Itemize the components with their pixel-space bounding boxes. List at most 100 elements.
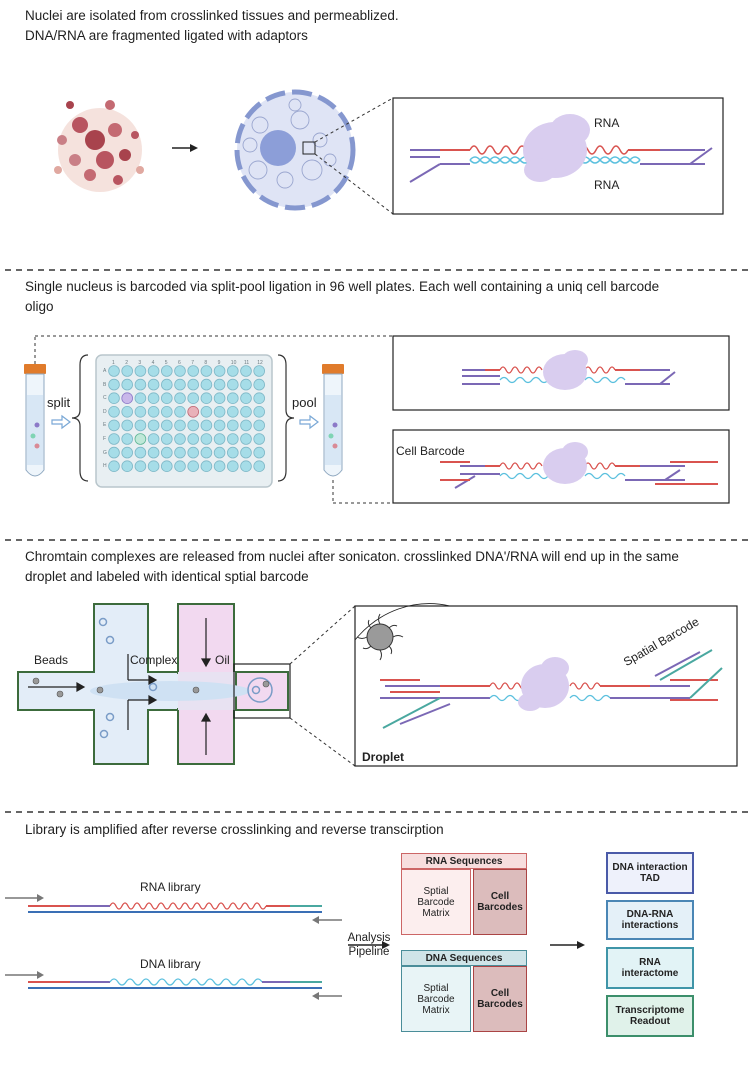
plate-well bbox=[174, 378, 186, 391]
output-rna-interactome: RNA interactome bbox=[606, 947, 694, 989]
plate-well bbox=[121, 433, 133, 445]
plate-col-label: 7 bbox=[191, 360, 194, 366]
plate-well bbox=[174, 365, 186, 377]
plate-well bbox=[108, 446, 120, 459]
plate-well bbox=[253, 365, 266, 377]
plate-well bbox=[240, 378, 252, 391]
dna-matrix-line3: Matrix bbox=[422, 1004, 450, 1016]
plate-well bbox=[240, 365, 252, 377]
plate-col-label: 5 bbox=[164, 360, 168, 366]
plate-well bbox=[213, 392, 226, 405]
output1-line1: DNA interaction bbox=[612, 862, 688, 873]
bead-icon bbox=[356, 613, 404, 661]
plate-well bbox=[227, 392, 239, 405]
plate-row-label: E bbox=[103, 422, 107, 429]
plate-well bbox=[121, 419, 133, 432]
plate-well bbox=[227, 378, 239, 391]
analysis-label: Analysis bbox=[347, 932, 391, 944]
rna-library-graphic bbox=[5, 894, 342, 924]
rna-matrix-line3: Matrix bbox=[422, 907, 450, 919]
rna-cell-line1: Cell bbox=[490, 891, 510, 902]
dna-library-label: DNA library bbox=[140, 957, 201, 971]
output3-line2: interactome bbox=[621, 968, 679, 979]
plate-well bbox=[147, 419, 160, 432]
plate-well bbox=[227, 365, 239, 377]
output-transcriptome-readout: Transcriptome Readout bbox=[606, 995, 694, 1037]
plate-well bbox=[240, 446, 252, 459]
plate-well bbox=[253, 433, 266, 445]
complex-2b bbox=[440, 442, 718, 489]
plate-well bbox=[161, 446, 173, 459]
rna-matrix-line1: Sptial bbox=[423, 885, 449, 897]
plate-well bbox=[240, 405, 252, 418]
plate-well bbox=[161, 433, 173, 445]
plate-well bbox=[200, 460, 213, 473]
plate-well bbox=[187, 446, 200, 459]
plate-well bbox=[147, 365, 160, 377]
dna-sequences-header: DNA Sequences bbox=[401, 950, 527, 966]
complex-2a bbox=[462, 350, 676, 390]
rna-sequences-header: RNA Sequences bbox=[401, 853, 527, 869]
section2-title-line1: Single nucleus is barcoded via split-poo… bbox=[25, 279, 660, 294]
cell-barcode-label: Cell Barcode bbox=[396, 444, 465, 458]
plate-well bbox=[187, 433, 200, 445]
output4-line2: Readout bbox=[630, 1016, 670, 1027]
dna-cell-barcodes-box: Cell Barcodes bbox=[473, 966, 527, 1032]
dna-matrix-box: Sptial Barcode Matrix bbox=[401, 966, 471, 1032]
plate-well bbox=[213, 419, 226, 432]
96-well-plate bbox=[95, 354, 273, 488]
output-dna-rna-interactions: DNA-RNA interactions bbox=[606, 900, 694, 940]
plate-well bbox=[121, 378, 133, 391]
oil-label: Oil bbox=[215, 653, 230, 667]
plate-row-label: H bbox=[103, 463, 107, 470]
plate-well bbox=[134, 460, 147, 473]
microfluidic-chip bbox=[17, 603, 291, 765]
plate-well bbox=[213, 446, 226, 459]
section-dividers bbox=[5, 269, 752, 813]
plate-col-label: 3 bbox=[138, 360, 142, 366]
plate-well bbox=[213, 460, 226, 473]
plate-well bbox=[174, 392, 186, 405]
plate-well bbox=[227, 405, 239, 418]
plate-well bbox=[161, 405, 173, 418]
plate-row-label: C bbox=[103, 395, 107, 402]
dna-matrix-line2: Barcode bbox=[417, 993, 455, 1005]
plate-well bbox=[108, 433, 120, 445]
nucleus-icon bbox=[234, 89, 356, 211]
tube-left bbox=[24, 364, 46, 477]
plate-well bbox=[240, 460, 252, 473]
plate-well bbox=[161, 378, 173, 391]
rna-label-bottom: RNA bbox=[594, 178, 620, 192]
plate-well bbox=[200, 378, 213, 391]
plate-well bbox=[161, 392, 173, 405]
plate-well bbox=[134, 378, 147, 391]
rna-cell-barcodes-box: Cell Barcodes bbox=[473, 869, 527, 935]
plate-well bbox=[187, 419, 200, 432]
plate-well bbox=[200, 392, 213, 405]
pool-label: pool bbox=[292, 395, 317, 410]
plate-well bbox=[108, 419, 120, 432]
section3-title-line2: droplet and labeled with identical sptia… bbox=[25, 569, 309, 584]
split-label: split bbox=[47, 395, 71, 410]
plate-well bbox=[174, 446, 186, 459]
plate-well bbox=[174, 405, 186, 418]
plate-col-label: 8 bbox=[204, 360, 208, 366]
plate-well bbox=[134, 392, 147, 405]
plate-well bbox=[174, 419, 186, 432]
plate-well bbox=[147, 433, 160, 445]
plate-well bbox=[147, 405, 160, 418]
output-dna-interaction-tad: DNA interaction TAD bbox=[606, 852, 694, 894]
plate-well bbox=[213, 378, 226, 391]
output4-line1: Transcriptome bbox=[615, 1005, 685, 1016]
plate-well bbox=[227, 419, 239, 432]
dna-cell-line2: Barcodes bbox=[477, 999, 523, 1010]
plate-well bbox=[134, 433, 147, 445]
plate-well bbox=[227, 446, 239, 459]
plate-well bbox=[108, 392, 120, 405]
section1-title-line1: Nuclei are isolated from crosslinked tis… bbox=[25, 8, 399, 23]
plate-col-label: 2 bbox=[125, 360, 128, 366]
plate-row-label: G bbox=[103, 449, 107, 456]
plate-well bbox=[108, 378, 120, 391]
plate-well bbox=[161, 460, 173, 473]
plate-col-label: 4 bbox=[151, 360, 155, 366]
